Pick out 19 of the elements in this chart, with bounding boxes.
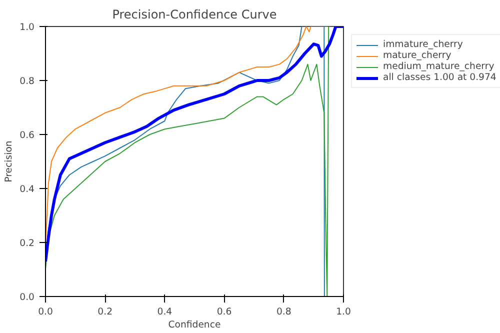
y-axis-title: Precision — [4, 140, 15, 182]
chart-title: Precision-Confidence Curve — [112, 8, 277, 22]
x-tick-label: 0.4 — [157, 306, 172, 318]
x-axis-title: Confidence — [168, 320, 221, 330]
x-tick-label: 0.0 — [38, 306, 53, 318]
y-tick-label: 0.2 — [20, 238, 35, 249]
legend-label: all classes 1.00 at 0.974 — [383, 72, 496, 83]
legend-label: immature_cherry — [383, 39, 463, 50]
x-tick-label: 0.8 — [276, 306, 292, 318]
x-tick-label: 1.0 — [336, 306, 351, 318]
x-tick-label: 0.6 — [216, 306, 232, 318]
legend-label: medium_mature_cherry — [383, 61, 494, 72]
y-tick-label: 0.4 — [20, 184, 35, 195]
y-tick-label: 0.6 — [20, 130, 35, 141]
y-tick-label: 1.0 — [20, 22, 35, 33]
x-tick-label: 0.2 — [98, 306, 113, 318]
y-tick-label: 0.8 — [20, 76, 35, 87]
y-tick-label: 0.0 — [20, 292, 35, 303]
legend-label: mature_cherry — [383, 50, 452, 61]
